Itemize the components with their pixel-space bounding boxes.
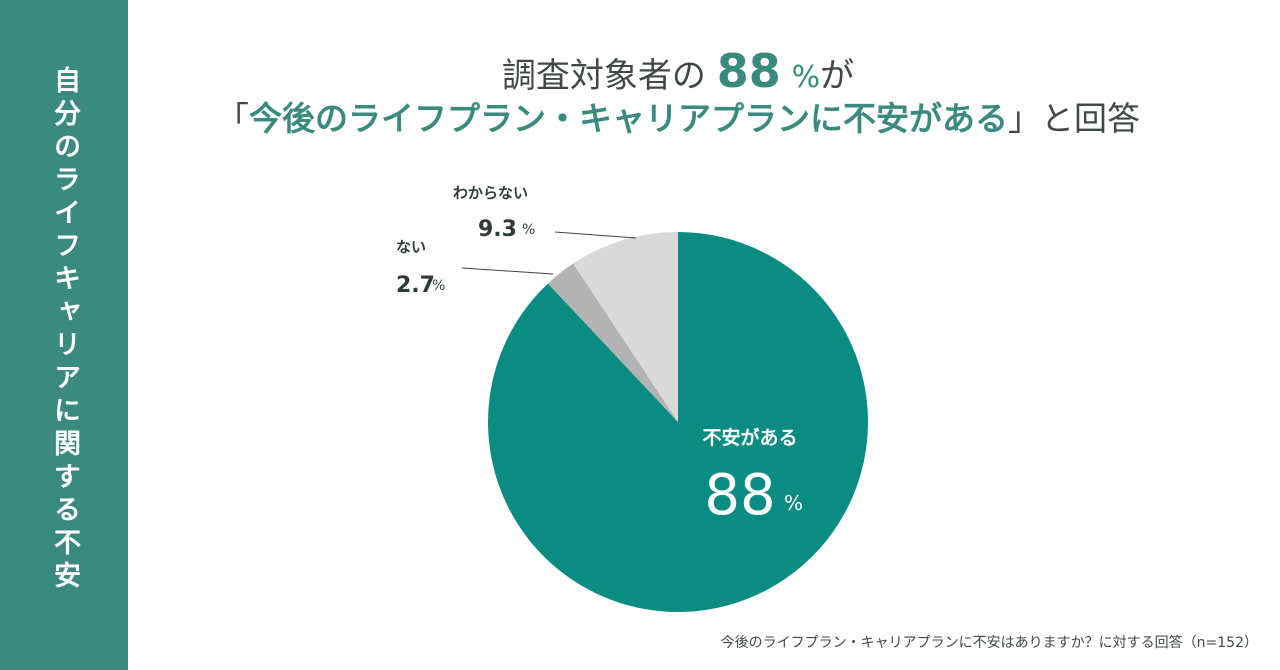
headline-suffix: が bbox=[820, 56, 855, 96]
headline-unit: % bbox=[791, 60, 821, 95]
slice-label-fuan: 不安がある bbox=[702, 426, 797, 449]
slice-value-wakaranai: 9.3 bbox=[478, 217, 517, 242]
slice-label-wakaranai: わからない bbox=[453, 184, 528, 202]
survey-footnote: 今後のライフプラン・キャリアプランに不安はありますか？に対する回答（n=152） bbox=[720, 635, 1258, 651]
leader-line-nai bbox=[461, 267, 554, 275]
pie-slices bbox=[488, 232, 868, 612]
sidebar-title: 自分のライフキャリアに関する不安 bbox=[49, 66, 80, 594]
headline-open-bracket: 「 bbox=[216, 99, 249, 138]
slice-unit-fuan: % bbox=[784, 491, 803, 515]
sidebar: 自分のライフキャリアに関する不安 bbox=[0, 0, 128, 670]
pie-slice-nai bbox=[547, 263, 678, 422]
headline-prefix: 調査対象者の bbox=[501, 56, 706, 96]
slice-unit-nai: % bbox=[432, 278, 445, 294]
pie-slice-wakaranai bbox=[573, 232, 678, 422]
headline-close: 」と回答 bbox=[1008, 99, 1140, 138]
headline-number: 88 bbox=[716, 44, 781, 98]
headline-highlight: 今後のライフプラン・キャリアプランに不安がある bbox=[249, 99, 1008, 138]
slice-label-nai: ない bbox=[396, 238, 426, 256]
headline-line-2: 「今後のライフプラン・キャリアプランに不安がある」と回答 bbox=[128, 92, 1228, 140]
slice-value-nai: 2.7 bbox=[396, 273, 435, 298]
pie-labels: 不安がある 88 % ない 2.7 % わからない 9.3 % bbox=[396, 184, 803, 528]
headline-line-1: 調査対象者の 88 %が bbox=[128, 44, 1228, 98]
slice-value-fuan: 88 bbox=[704, 463, 775, 528]
slice-unit-wakaranai: % bbox=[522, 222, 535, 238]
leader-line-wakaranai bbox=[554, 231, 637, 239]
